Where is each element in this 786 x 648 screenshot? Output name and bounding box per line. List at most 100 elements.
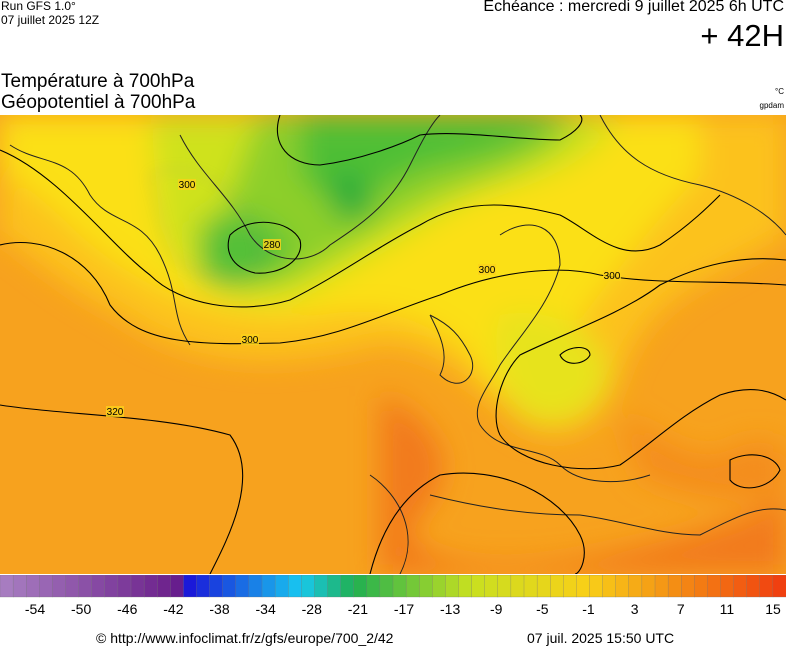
colorbar-label: -21 — [348, 601, 368, 617]
colorbar-cell — [484, 575, 499, 598]
colorbar-label: -9 — [490, 601, 503, 617]
colorbar-label: -13 — [440, 601, 460, 617]
colorbar-label: -54 — [25, 601, 45, 617]
contour-label: 300 — [479, 265, 496, 276]
colorbar-cell — [392, 575, 407, 598]
colorbar-label: 3 — [631, 601, 639, 617]
colorbar-cell — [628, 575, 643, 598]
colorbar-cell — [26, 575, 40, 598]
colorbar-cell — [510, 575, 525, 598]
colorbar-cell — [694, 575, 708, 598]
colorbar-cell — [589, 575, 604, 598]
colorbar-label: 7 — [677, 601, 685, 617]
colorbar-label: -5 — [536, 601, 549, 617]
colorbar-label: -17 — [394, 601, 414, 617]
colorbar-cell — [563, 575, 577, 598]
map: 300 280 300 320 300 300 — [0, 115, 786, 574]
colorbar-cell — [340, 575, 355, 598]
colorbar-cell — [707, 575, 721, 598]
colorbar-cell — [379, 575, 394, 598]
colorbar-cell — [746, 575, 761, 598]
colorbar-cell — [445, 575, 459, 598]
colorbar-label: -34 — [256, 601, 276, 617]
colorbar-cell — [314, 575, 328, 598]
colorbar-cell — [458, 575, 473, 598]
colorbar-cell — [209, 575, 224, 598]
contour-label-bg — [263, 239, 281, 250]
colorbar-cell — [497, 575, 512, 598]
colorbar-cell — [183, 575, 197, 598]
colorbar-cell — [78, 575, 93, 598]
coastlines — [149, 169, 261, 278]
colorbar-cell — [720, 575, 735, 598]
contour-label-bg — [178, 179, 196, 190]
colorbar-cell — [327, 575, 342, 598]
colorbar-cell — [12, 575, 27, 598]
colorbar-label: -1 — [582, 601, 595, 617]
colorbar-cell — [39, 575, 53, 598]
colorbar-label: -42 — [163, 601, 183, 617]
colorbar-label: -46 — [117, 601, 137, 617]
colorbar-cell — [550, 575, 564, 598]
colorbar-cell — [576, 575, 590, 598]
contour-label-bg — [241, 334, 259, 345]
colorbar-label: 15 — [765, 601, 781, 617]
footer-url: © http://www.infoclimat.fr/z/gfs/europe/… — [96, 630, 394, 646]
title-temperature: Température à 700hPa — [1, 71, 195, 92]
colorbar-cell — [353, 575, 368, 598]
colorbar-cell — [536, 575, 551, 598]
contour-label-bg — [478, 264, 496, 275]
colorbar-cell — [222, 575, 237, 598]
run-date: 07 juillet 2025 12Z — [1, 13, 100, 27]
contour-label-bg — [603, 270, 621, 281]
colorbar-cell — [667, 575, 682, 598]
colorbar: -54 -50 -46 -42 -38 -34 -28 -21 -17 -13 -9 -5 -1 3 7 11… — [0, 575, 786, 617]
coastlines — [9, 115, 786, 574]
colorbar-cell — [117, 575, 132, 598]
contour-label: 280 — [264, 240, 281, 251]
colorbar-label: -50 — [71, 601, 91, 617]
title-geopotential: Géopotentiel à 700hPa — [1, 92, 196, 113]
colorbar-cell — [91, 575, 106, 598]
colorbar-label: 11 — [720, 601, 735, 617]
run-label: Run GFS 1.0° — [1, 0, 76, 13]
contour-label: 320 — [107, 407, 124, 418]
colorbar-cell — [366, 575, 381, 598]
colorbar-cell — [419, 575, 433, 598]
contour-label: 300 — [242, 335, 259, 346]
forecast-hour: + 42H — [700, 18, 784, 53]
colorbar-cell — [52, 575, 66, 598]
geopotential-contours — [0, 115, 786, 574]
temperature-field — [0, 115, 786, 574]
colorbar-cell — [248, 575, 263, 598]
colorbar-cell — [104, 575, 119, 598]
colorbar-cell — [733, 575, 748, 598]
colorbar-cell — [143, 575, 158, 598]
colorbar-cell — [681, 575, 695, 598]
contour-labels: 300 280 300 320 300 300 — [106, 179, 621, 418]
colorbar-cell — [261, 575, 276, 598]
colorbar-cell — [157, 575, 171, 598]
colorbar-cell — [235, 575, 250, 598]
unit-geopotential: gpdam — [759, 101, 784, 110]
colorbar-cell — [65, 575, 80, 598]
echeance: Echéance : mercredi 9 juillet 2025 6h UT… — [483, 0, 784, 15]
colorbar-cell — [170, 575, 184, 598]
colorbar-cell — [0, 575, 14, 598]
colorbar-cell — [196, 575, 211, 598]
contour-label-bg — [106, 406, 124, 417]
colorbar-cell — [523, 575, 538, 598]
colorbar-cell — [602, 575, 617, 598]
colorbar-label: -38 — [209, 601, 229, 617]
contour-label: 300 — [179, 180, 196, 191]
footer-timestamp: 07 juil. 2025 15:50 UTC — [527, 630, 675, 646]
colorbar-label: -28 — [302, 601, 322, 617]
colorbar-cell — [130, 575, 145, 598]
colorbar-cell — [615, 575, 630, 598]
colorbar-cell — [288, 575, 302, 598]
colorbar-cell — [471, 575, 486, 598]
colorbar-cell — [274, 575, 289, 598]
colorbar-cell — [641, 575, 656, 598]
colorbar-cell — [432, 575, 446, 598]
